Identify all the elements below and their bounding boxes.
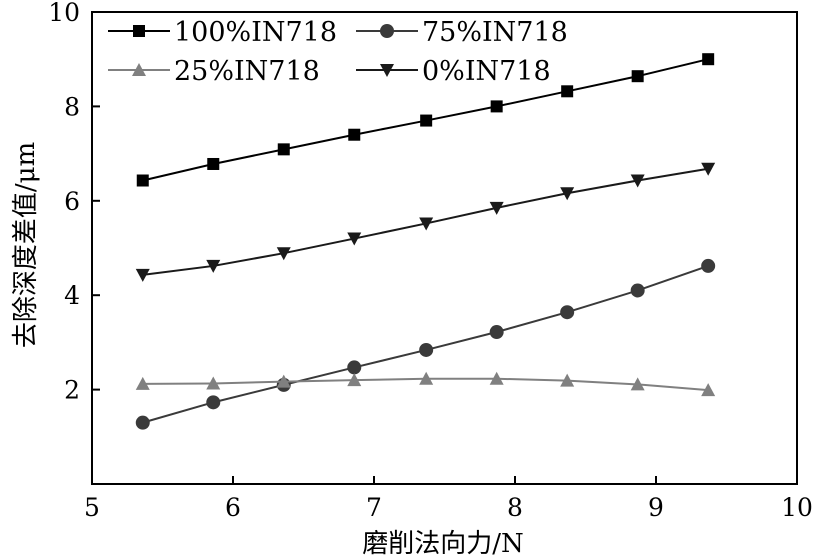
data-point	[560, 373, 575, 387]
data-point	[560, 187, 575, 201]
series-layer	[135, 53, 716, 430]
y-tick-label: 4	[64, 281, 80, 310]
x-tick-label: 7	[366, 493, 382, 522]
legend-item: 75%IN718	[356, 17, 568, 48]
legend-item: 0%IN718	[356, 56, 551, 87]
data-point	[420, 114, 433, 127]
data-point	[347, 373, 362, 387]
data-point	[347, 232, 362, 246]
data-point	[207, 157, 220, 170]
data-point	[206, 259, 221, 273]
data-point	[701, 162, 716, 176]
data-point	[630, 174, 645, 188]
data-point	[206, 376, 221, 390]
data-point	[489, 325, 504, 340]
plot-frame	[91, 11, 798, 485]
legend-label: 0%IN718	[422, 56, 551, 87]
legend: 100%IN718 75%IN718 25%IN718 0%IN718	[108, 17, 568, 87]
data-point	[276, 247, 291, 261]
legend-marker	[133, 25, 145, 37]
x-tick-label: 5	[84, 493, 100, 522]
data-point	[136, 174, 149, 187]
data-point	[135, 376, 150, 390]
legend-item: 25%IN718	[108, 56, 320, 87]
data-point	[135, 268, 150, 282]
x-tick-label: 6	[225, 493, 241, 522]
x-axis-label: 磨削法向力/N	[362, 529, 524, 559]
series-1	[136, 53, 715, 187]
data-point	[702, 53, 715, 66]
y-tick-label: 10	[48, 0, 80, 27]
x-tick-label: 10	[781, 493, 813, 522]
legend-marker	[380, 24, 394, 38]
data-point	[206, 395, 221, 410]
data-point	[630, 283, 645, 298]
series-3	[135, 371, 716, 397]
series-2	[135, 258, 716, 430]
legend-item: 100%IN718	[108, 17, 337, 48]
data-point	[561, 85, 574, 98]
legend-label: 100%IN718	[174, 17, 337, 48]
data-point	[630, 377, 645, 391]
data-point	[135, 415, 150, 430]
legend-label: 75%IN718	[422, 17, 568, 48]
x-tick-label: 9	[648, 493, 664, 522]
y-axis-label: 去除深度差值/μm	[11, 142, 41, 348]
plot-border	[91, 11, 798, 485]
data-point	[419, 217, 434, 231]
axis-ticks: 5 6 7 8 9 10 2 4 6 8 10	[48, 0, 813, 522]
legend-marker	[380, 64, 394, 77]
data-point	[490, 100, 503, 113]
data-point	[489, 371, 504, 385]
data-point	[560, 305, 575, 320]
data-point	[277, 143, 290, 156]
data-point	[489, 201, 504, 215]
y-tick-label: 8	[64, 92, 80, 121]
y-tick-label: 6	[64, 187, 80, 216]
data-point	[701, 383, 716, 397]
data-point	[631, 70, 644, 83]
data-point	[701, 258, 716, 273]
series-4	[135, 162, 716, 282]
legend-marker	[132, 63, 146, 76]
data-point	[348, 128, 361, 141]
data-point	[419, 371, 434, 385]
data-point	[419, 342, 434, 357]
y-tick-label: 2	[64, 376, 80, 405]
legend-label: 25%IN718	[174, 56, 320, 87]
data-point	[276, 374, 291, 388]
data-point	[347, 360, 362, 375]
x-tick-label: 8	[507, 493, 523, 522]
